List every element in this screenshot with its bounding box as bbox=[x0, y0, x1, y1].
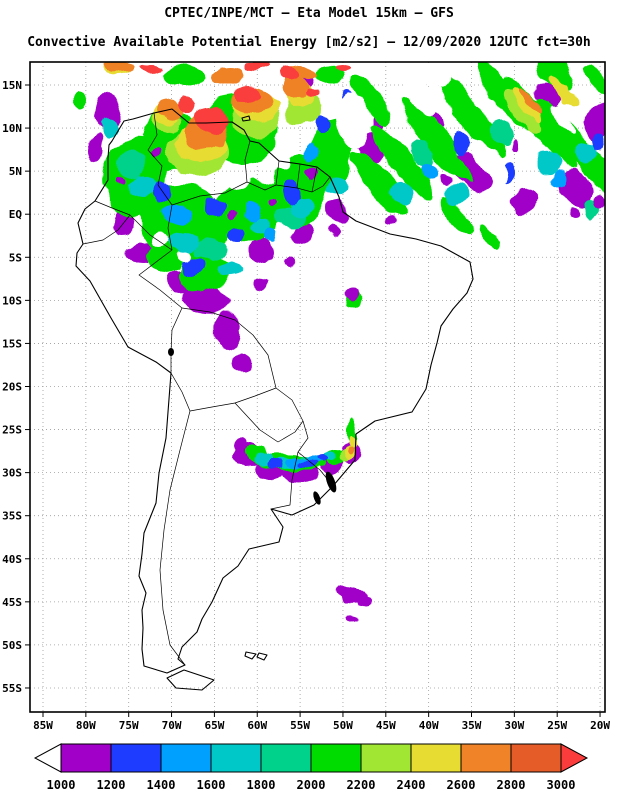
colorbar-right-arrow bbox=[560, 743, 589, 773]
field-layer-red bbox=[143, 63, 349, 134]
lat-label: 40S bbox=[2, 553, 22, 566]
lat-label: 20S bbox=[2, 380, 22, 393]
country-border bbox=[234, 387, 277, 404]
colorbar-cell bbox=[210, 743, 262, 773]
lat-label: 55S bbox=[2, 682, 22, 695]
colorbar-label: 1400 bbox=[147, 778, 176, 792]
country-border bbox=[270, 451, 299, 510]
lat-label: 30S bbox=[2, 467, 22, 480]
lon-label: 50W bbox=[333, 719, 353, 732]
country-border bbox=[129, 214, 173, 251]
colorbar-label: 1200 bbox=[97, 778, 126, 792]
lon-label: 35W bbox=[462, 719, 482, 732]
lon-label: 85W bbox=[33, 719, 53, 732]
country-border bbox=[296, 163, 301, 189]
lat-label: 10S bbox=[2, 294, 22, 307]
lon-label: 75W bbox=[119, 719, 139, 732]
country-border bbox=[138, 249, 183, 309]
country-border bbox=[170, 307, 183, 373]
lon-label: 30W bbox=[504, 719, 524, 732]
colorbar-label: 2000 bbox=[297, 778, 326, 792]
lat-label: 5N bbox=[9, 165, 22, 178]
colorbar-cell bbox=[460, 743, 512, 773]
lat-label: 50S bbox=[2, 639, 22, 652]
lon-label: 80W bbox=[76, 719, 96, 732]
country-border bbox=[159, 410, 191, 666]
field-layer-white-gaps bbox=[90, 63, 575, 261]
cape-field bbox=[73, 62, 605, 622]
country-border bbox=[297, 420, 309, 453]
colorbar-cell bbox=[160, 743, 212, 773]
country-border bbox=[275, 160, 280, 186]
lat-label: 15N bbox=[2, 79, 22, 92]
country-border bbox=[244, 140, 251, 183]
colorbar-cell bbox=[110, 743, 162, 773]
colorbar-cell bbox=[410, 743, 462, 773]
colorbar-cell bbox=[310, 743, 362, 773]
map-title: CPTEC/INPE/MCT — Eta Model 15km — GFS bbox=[164, 6, 454, 21]
country-border bbox=[170, 372, 191, 412]
island-outline bbox=[166, 669, 215, 691]
lon-label: 55W bbox=[290, 719, 310, 732]
colorbar-cell bbox=[360, 743, 412, 773]
field-layer-lightblue bbox=[163, 143, 568, 467]
island-outline bbox=[244, 651, 257, 660]
colorbar: 1000 1200 1400 1600 1800 2000 2200 2400 2600 2800… bbox=[33, 743, 589, 792]
colorbar-label: 2600 bbox=[447, 778, 476, 792]
lon-label: 70W bbox=[162, 719, 182, 732]
country-border bbox=[311, 166, 318, 193]
colorbar-cell bbox=[60, 743, 112, 773]
coastline bbox=[75, 108, 474, 674]
lat-label: 5S bbox=[9, 251, 22, 264]
colorbar-label: 2400 bbox=[397, 778, 426, 792]
country-border bbox=[94, 200, 131, 216]
colorbar-left-arrow bbox=[33, 743, 62, 773]
map-frame bbox=[29, 61, 606, 713]
lat-label: EQ bbox=[9, 208, 23, 221]
lake bbox=[313, 491, 321, 505]
lat-label: 10N bbox=[2, 122, 22, 135]
colorbar-label: 1600 bbox=[197, 778, 226, 792]
lake bbox=[325, 471, 337, 493]
country-border bbox=[167, 204, 173, 251]
lon-label: 40W bbox=[419, 719, 439, 732]
colorbar-label: 1800 bbox=[247, 778, 276, 792]
lon-label: 20W bbox=[590, 719, 610, 732]
lon-label: 60W bbox=[247, 719, 267, 732]
geography bbox=[75, 108, 474, 691]
colorbar-cell bbox=[260, 743, 312, 773]
colorbar-cell bbox=[510, 743, 562, 773]
lon-label: 25W bbox=[547, 719, 567, 732]
colorbar-label: 2200 bbox=[347, 778, 376, 792]
field-layer-purple-specks bbox=[116, 141, 605, 301]
colorbar-label: 1000 bbox=[47, 778, 76, 792]
country-border bbox=[234, 402, 279, 443]
country-border bbox=[181, 307, 277, 389]
map-subtitle: Convective Available Potential Energy [m… bbox=[27, 35, 591, 50]
lon-label: 65W bbox=[204, 719, 224, 732]
island-outline bbox=[256, 652, 268, 661]
lake bbox=[168, 348, 174, 356]
country-border bbox=[277, 420, 304, 443]
lon-label: 45W bbox=[376, 719, 396, 732]
country-border bbox=[189, 402, 236, 412]
lat-label: 15S bbox=[2, 337, 22, 350]
island-outline bbox=[241, 115, 251, 122]
country-border bbox=[275, 387, 304, 422]
lat-label: 35S bbox=[2, 510, 22, 523]
country-border bbox=[82, 214, 131, 245]
country-border bbox=[147, 112, 173, 206]
colorbar-label: 2800 bbox=[497, 778, 526, 792]
country-border bbox=[171, 181, 248, 206]
colorbar-label: 3000 bbox=[547, 778, 576, 792]
lat-label: 45S bbox=[2, 596, 22, 609]
lat-label: 25S bbox=[2, 424, 22, 437]
